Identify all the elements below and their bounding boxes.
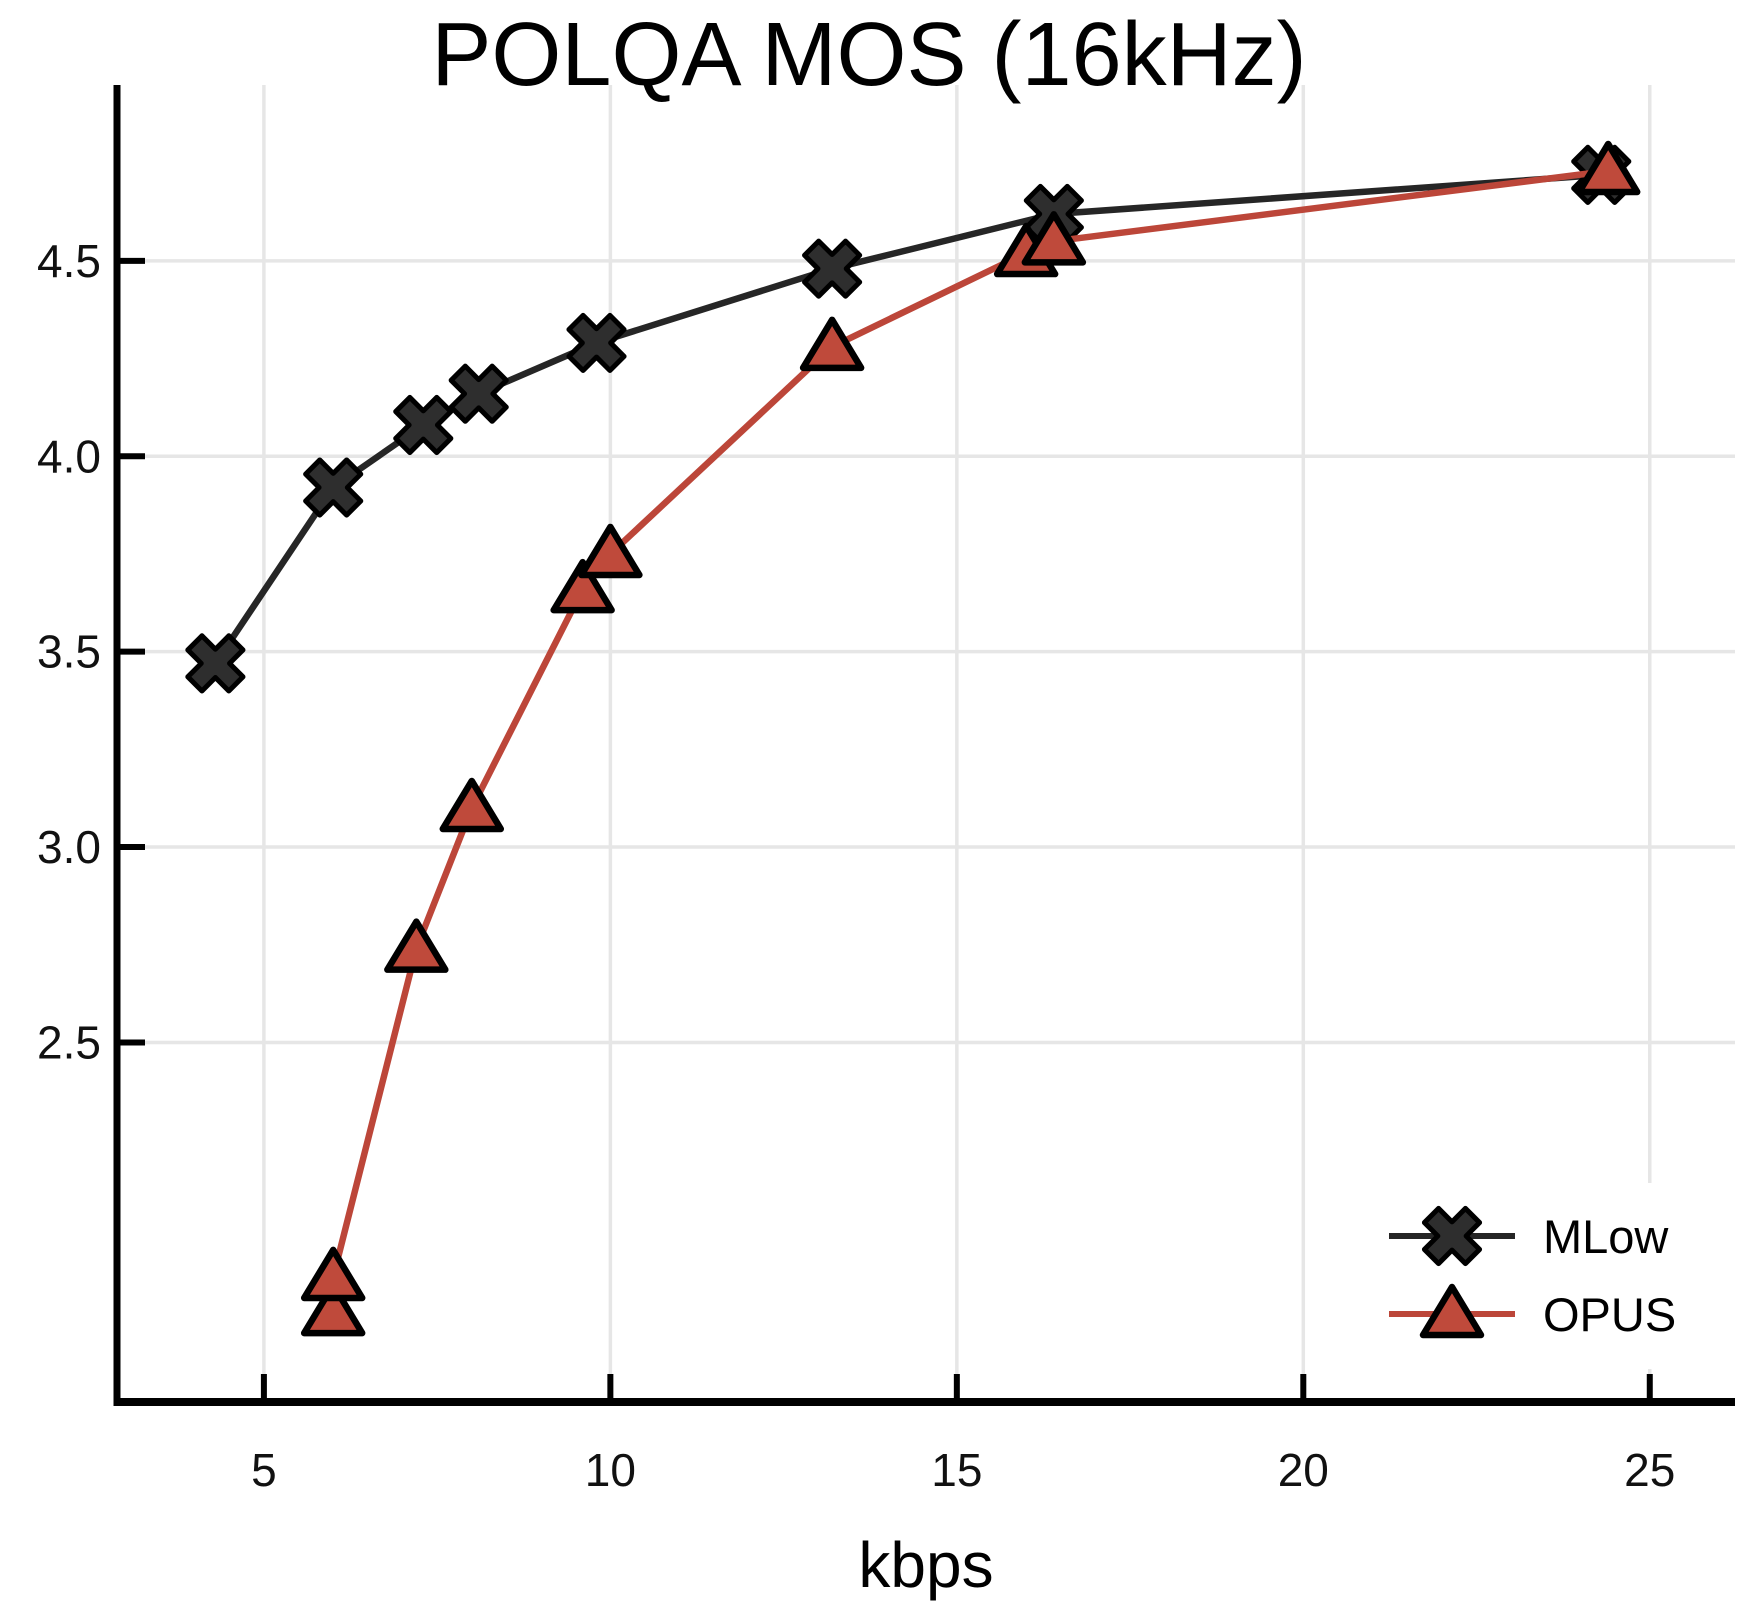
- y-tick-label: 3.5: [37, 626, 101, 678]
- opus-marker-icon: [1389, 1283, 1515, 1339]
- opus-legend-marker: [1419, 1283, 1485, 1339]
- opus-marker: [578, 523, 643, 579]
- x-tick-label: 15: [931, 1444, 982, 1496]
- opus-marker: [300, 1246, 366, 1302]
- x-axis-label: kbps: [858, 1529, 994, 1601]
- legend-label-mlow: MLow: [1543, 1209, 1669, 1263]
- mlow-marker: [802, 238, 863, 299]
- chart-title: POLQA MOS (16kHz): [431, 5, 1307, 105]
- legend-item-opus: OPUS: [1387, 1275, 1729, 1353]
- x-tick-label: 10: [585, 1444, 636, 1496]
- opus-marker: [550, 558, 615, 614]
- opus-marker: [300, 1281, 366, 1337]
- opus-marker: [1575, 140, 1641, 196]
- mlow-marker: [303, 457, 364, 518]
- y-tick-label: 3.0: [37, 821, 101, 873]
- legend-item-mlow: MLow: [1387, 1197, 1729, 1275]
- y-tick-label: 4.0: [37, 430, 101, 482]
- mlow-marker: [448, 363, 509, 424]
- opus-marker: [799, 316, 865, 372]
- mlow-marker-icon: [1389, 1205, 1515, 1267]
- legend: MLow OPUS: [1383, 1183, 1729, 1369]
- y-tick-label: 4.5: [37, 235, 101, 287]
- x-tick-label: 25: [1624, 1444, 1675, 1496]
- opus-marker: [384, 918, 449, 973]
- mlow-marker: [566, 312, 627, 374]
- x-tick-label: 5: [251, 1444, 277, 1496]
- opus-line: [329, 167, 1612, 1316]
- mlow-marker: [393, 394, 454, 456]
- y-tick-label: 2.5: [37, 1016, 101, 1068]
- mlow-legend-marker: [1421, 1205, 1483, 1267]
- x-tick-label: 20: [1278, 1444, 1329, 1496]
- legend-label-opus: OPUS: [1543, 1287, 1677, 1341]
- opus-marker: [1021, 211, 1087, 266]
- mlow-marker: [185, 633, 246, 694]
- opus-marker: [439, 777, 505, 833]
